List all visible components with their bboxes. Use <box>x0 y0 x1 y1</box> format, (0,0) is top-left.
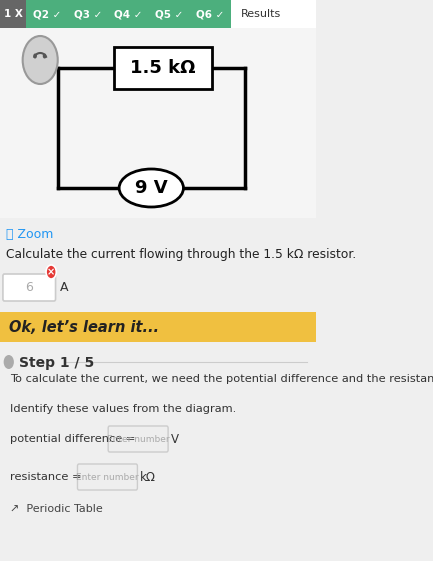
Text: ×: × <box>47 267 55 277</box>
FancyBboxPatch shape <box>0 0 317 28</box>
Text: potential difference =: potential difference = <box>10 434 136 444</box>
Ellipse shape <box>119 169 184 207</box>
Text: Enter number: Enter number <box>76 472 139 481</box>
FancyBboxPatch shape <box>67 0 108 28</box>
Text: 9 V: 9 V <box>135 179 168 197</box>
Text: Q5 ✓: Q5 ✓ <box>155 9 184 19</box>
Text: To calculate the current, we need the potential difference and the resistance.: To calculate the current, we need the po… <box>10 374 433 384</box>
Circle shape <box>43 53 46 58</box>
FancyBboxPatch shape <box>114 47 212 89</box>
FancyBboxPatch shape <box>3 274 55 301</box>
Text: Q3 ✓: Q3 ✓ <box>74 9 102 19</box>
Circle shape <box>33 53 37 58</box>
Text: Q2 ✓: Q2 ✓ <box>32 9 61 19</box>
FancyBboxPatch shape <box>149 0 190 28</box>
Text: Enter number: Enter number <box>107 435 169 444</box>
FancyBboxPatch shape <box>0 0 26 28</box>
Text: Step 1 / 5: Step 1 / 5 <box>19 356 94 370</box>
FancyBboxPatch shape <box>0 312 317 342</box>
FancyBboxPatch shape <box>0 28 317 218</box>
Text: Q4 ✓: Q4 ✓ <box>114 9 143 19</box>
Circle shape <box>46 265 56 279</box>
Text: kΩ: kΩ <box>140 471 156 484</box>
FancyBboxPatch shape <box>78 464 137 490</box>
Text: 6: 6 <box>25 281 33 294</box>
FancyBboxPatch shape <box>108 426 168 452</box>
Text: Results: Results <box>241 9 281 19</box>
Text: Ok, let’s learn it...: Ok, let’s learn it... <box>9 320 159 334</box>
FancyBboxPatch shape <box>108 0 149 28</box>
Text: V: V <box>171 433 179 445</box>
Text: A: A <box>60 281 68 294</box>
FancyBboxPatch shape <box>190 0 231 28</box>
FancyBboxPatch shape <box>26 0 67 28</box>
Text: Q6 ✓: Q6 ✓ <box>196 9 225 19</box>
Text: Identify these values from the diagram.: Identify these values from the diagram. <box>10 404 236 414</box>
Text: 🔍 Zoom: 🔍 Zoom <box>6 228 53 241</box>
Text: resistance =: resistance = <box>10 472 82 482</box>
Text: 1.5 kΩ: 1.5 kΩ <box>130 59 196 77</box>
Text: 1 X: 1 X <box>4 9 23 19</box>
Text: Calculate the current flowing through the 1.5 kΩ resistor.: Calculate the current flowing through th… <box>6 248 356 261</box>
Circle shape <box>3 355 14 369</box>
Text: ↗  Periodic Table: ↗ Periodic Table <box>10 504 103 514</box>
Circle shape <box>23 36 58 84</box>
